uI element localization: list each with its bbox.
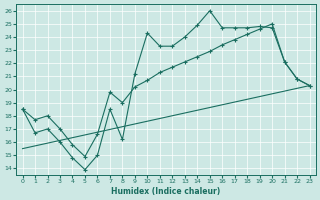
X-axis label: Humidex (Indice chaleur): Humidex (Indice chaleur) — [111, 187, 221, 196]
